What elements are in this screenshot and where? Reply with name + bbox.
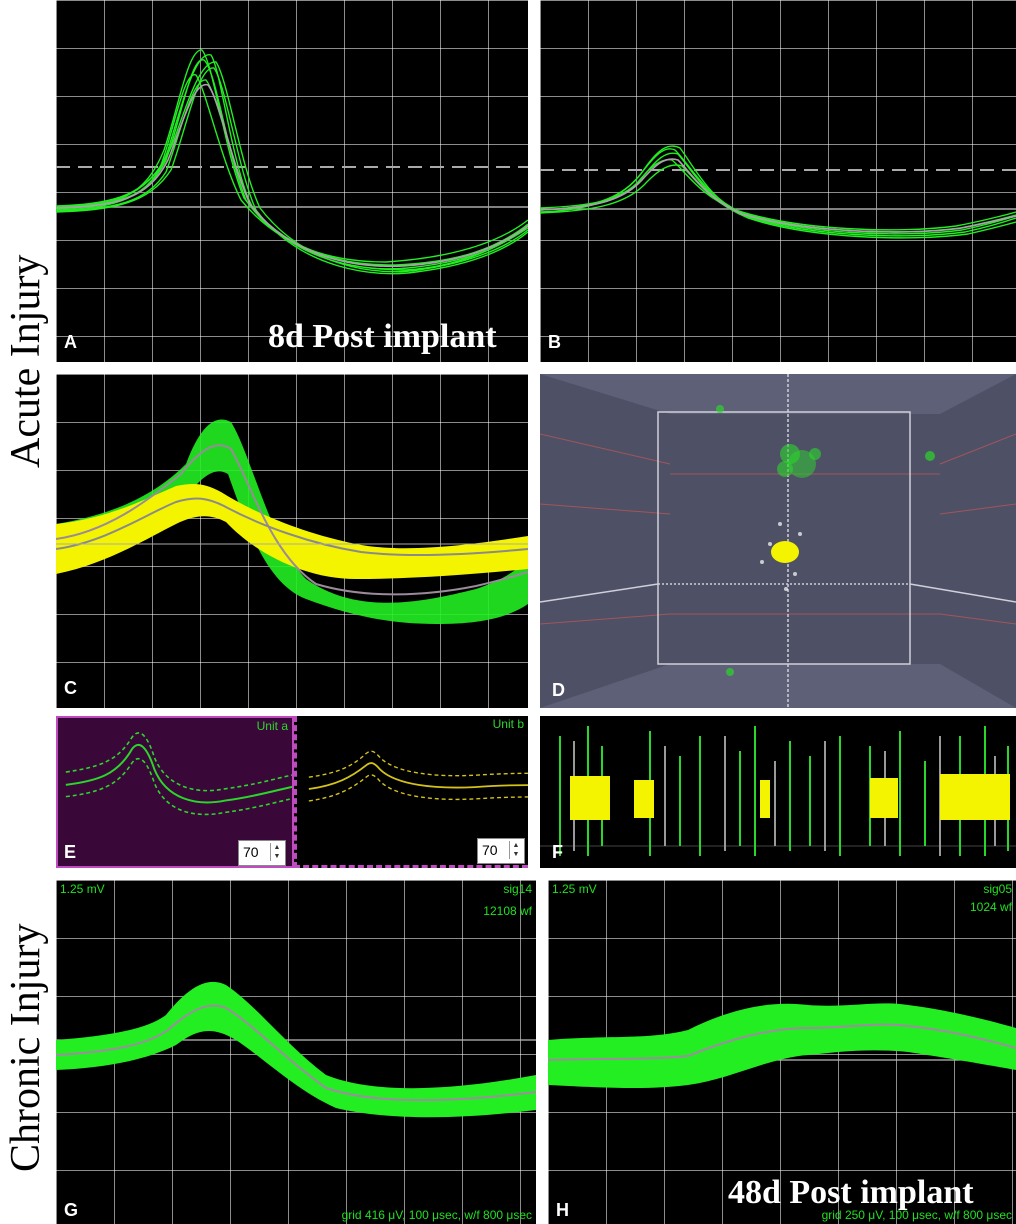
- spinner-arrows-icon[interactable]: ▲ ▼: [270, 843, 283, 861]
- panel-e-letter: E: [64, 842, 77, 862]
- panel-b-waveforms: [540, 145, 1016, 239]
- panel-c-letter: C: [64, 678, 77, 698]
- panel-b-letter: B: [548, 332, 561, 352]
- panel-g-signal: sig14: [503, 882, 532, 896]
- panel-a-caption: 8d Post implant: [268, 318, 497, 355]
- panel-c: C: [56, 374, 528, 708]
- chronic-injury-label: Chronic Injury: [3, 923, 49, 1172]
- panel-a-grid: [56, 0, 528, 362]
- unit-a-spinner-value: 70: [243, 844, 259, 860]
- panel-b: B: [540, 0, 1016, 362]
- unit-b-pane[interactable]: Unit b 70 ▲ ▼: [294, 716, 528, 868]
- panel-h-caption: 48d Post implant: [728, 1174, 974, 1211]
- unit-a-label: Unit a: [256, 719, 288, 733]
- unit-b-label: Unit b: [492, 717, 524, 731]
- panel-d: D: [540, 374, 1016, 708]
- panel-b-grid: [540, 0, 1016, 362]
- panel-h-signal: sig05: [983, 882, 1012, 896]
- panel-a-letter: A: [64, 332, 77, 352]
- panel-h-waveforms: [548, 1003, 1016, 1089]
- unit-a-pane[interactable]: Unit a 70 ▲ ▼: [56, 716, 294, 868]
- panel-g-scale: 1.25 mV: [60, 882, 105, 896]
- panel-f: F: [540, 716, 1016, 868]
- panel-g-grid-info: grid 416 μV, 100 μsec, w/f 800 μsec: [341, 1208, 532, 1222]
- panel-h-grid-info: grid 250 μV, 100 μsec, w/f 800 μsec: [821, 1208, 1012, 1222]
- panel-h-scale: 1.25 mV: [552, 882, 597, 896]
- panel-h-waveform-count: 1024 wf: [969, 900, 1012, 914]
- panel-c-waveforms: [56, 419, 528, 624]
- acute-injury-label: Acute Injury: [3, 254, 49, 468]
- panel-e: Unit a 70 ▲ ▼ Unit b 70 ▲ ▼ E: [56, 716, 528, 868]
- panel-g-waveform-count: 12108 wf: [483, 904, 532, 918]
- panel-f-raster: [540, 726, 1016, 856]
- panel-g-letter: G: [64, 1200, 79, 1220]
- unit-a-spinner[interactable]: 70 ▲ ▼: [238, 840, 286, 866]
- panel-h: 1.25 mV sig05 1024 wf grid 250 μV, 100 μ…: [548, 880, 1016, 1224]
- panel-h-letter: H: [556, 1200, 569, 1220]
- panel-f-letter: F: [552, 842, 563, 862]
- unit-b-spinner-value: 70: [482, 842, 498, 858]
- panel-a-waveforms: [56, 49, 528, 275]
- panel-d-cluster-view: [540, 374, 1016, 708]
- panel-a: A 8d Post implant: [56, 0, 528, 362]
- panel-d-letter: D: [552, 680, 565, 700]
- unit-b-spinner[interactable]: 70 ▲ ▼: [477, 838, 525, 864]
- panel-g: 1.25 mV sig14 12108 wf grid 416 μV, 100 …: [56, 880, 536, 1224]
- panel-g-waveforms: [56, 981, 536, 1118]
- spinner-arrows-icon[interactable]: ▲ ▼: [509, 841, 522, 859]
- unit-b-waveform: [308, 750, 528, 802]
- unit-a-waveform: [65, 732, 292, 816]
